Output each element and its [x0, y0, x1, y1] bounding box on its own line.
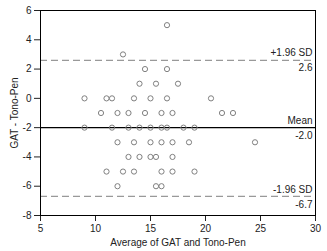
svg-text:-6.7: -6.7 — [295, 199, 313, 210]
svg-text:30: 30 — [310, 223, 322, 234]
svg-text:15: 15 — [145, 223, 157, 234]
svg-text:-1.96 SD: -1.96 SD — [273, 184, 312, 195]
svg-text:+1.96 SD: +1.96 SD — [271, 47, 313, 58]
svg-text:2: 2 — [26, 63, 32, 74]
svg-text:5: 5 — [38, 223, 44, 234]
svg-text:-4: -4 — [23, 151, 32, 162]
svg-text:GAT - Tono-Pen: GAT - Tono-Pen — [9, 77, 20, 148]
svg-text:4: 4 — [26, 34, 32, 45]
svg-text:20: 20 — [200, 223, 212, 234]
svg-text:-6: -6 — [23, 180, 32, 191]
svg-text:-8: -8 — [23, 210, 32, 221]
svg-text:25: 25 — [255, 223, 267, 234]
svg-text:0: 0 — [26, 93, 32, 104]
svg-text:-2: -2 — [23, 122, 32, 133]
svg-text:-2.0: -2.0 — [295, 130, 313, 141]
svg-text:10: 10 — [90, 223, 102, 234]
svg-text:2.6: 2.6 — [299, 62, 313, 73]
svg-text:Average of GAT and Tono-Pen: Average of GAT and Tono-Pen — [110, 237, 245, 248]
svg-text:6: 6 — [26, 5, 32, 16]
svg-text:Mean: Mean — [287, 115, 312, 126]
